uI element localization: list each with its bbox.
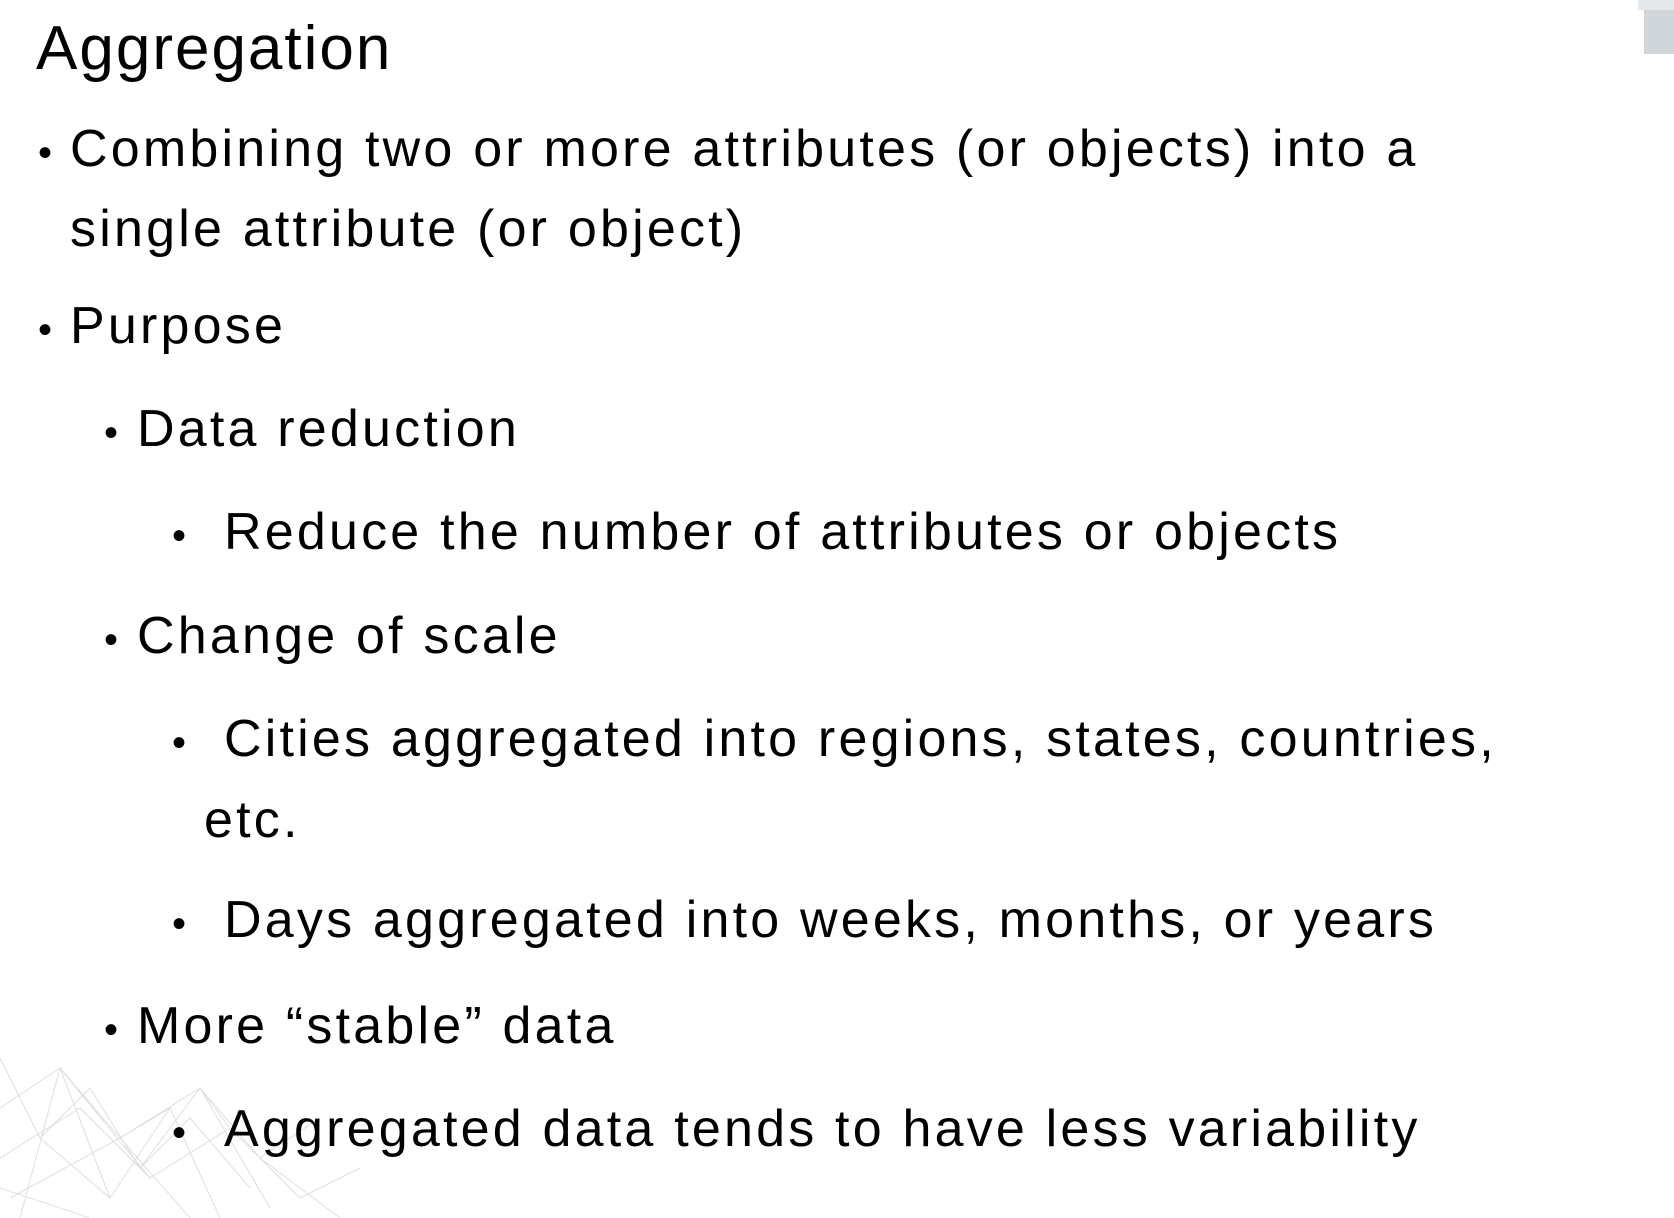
bullet-level2: Data reduction xyxy=(137,400,521,458)
bullet-marker: • xyxy=(104,1008,119,1052)
bullet-level1-continuation: single attribute (or object) xyxy=(70,200,747,258)
bullet-level3: Reduce the number of attributes or objec… xyxy=(224,503,1342,561)
network-decoration-graphic xyxy=(0,1057,360,1218)
bullet-level3: Days aggregated into weeks, months, or y… xyxy=(224,891,1438,949)
corner-decoration-graphic xyxy=(1638,0,1674,54)
bullet-level3: Aggregated data tends to have less varia… xyxy=(224,1100,1421,1158)
bullet-marker: • xyxy=(38,308,53,352)
bullet-marker: • xyxy=(104,411,119,455)
bullet-marker: • xyxy=(172,514,187,558)
bullet-marker: • xyxy=(172,1111,187,1155)
bullet-marker: • xyxy=(104,618,119,662)
bullet-level1: Combining two or more attributes (or obj… xyxy=(70,120,1419,178)
bullet-level3-continuation: etc. xyxy=(204,791,301,849)
bullet-marker: • xyxy=(172,721,187,765)
bullet-level1: Purpose xyxy=(70,297,287,355)
bullet-level2: More “stable” data xyxy=(137,997,617,1055)
bullet-level3: Cities aggregated into regions, states, … xyxy=(224,710,1497,768)
bullet-marker: • xyxy=(172,902,187,946)
bullet-marker: • xyxy=(38,131,53,175)
slide-title: Aggregation xyxy=(36,14,393,83)
bullet-level2: Change of scale xyxy=(137,607,561,665)
